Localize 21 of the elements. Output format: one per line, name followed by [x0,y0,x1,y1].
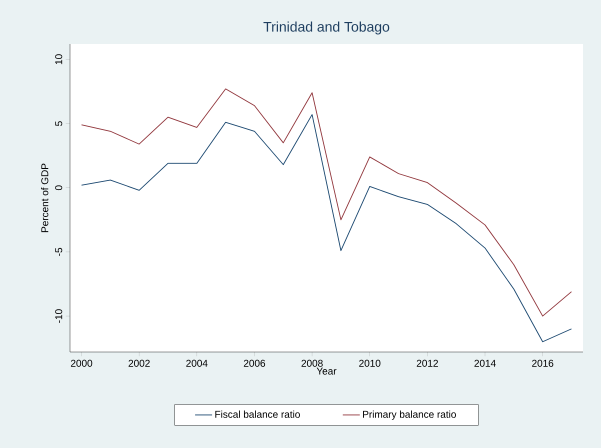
x-axis-title: Year [316,368,336,375]
y-tick-label: 0 [55,185,62,190]
y-tick-label: -5 [55,248,62,256]
legend-label: Fiscal balance ratio [215,410,300,418]
chart-title: Trinidad and Tobago [263,22,390,34]
x-tick-label: 2004 [186,360,208,367]
y-axis-title: Percent of GDP [41,164,48,232]
x-tick-label: 2010 [359,360,380,367]
x-tick-label: 2012 [416,360,438,367]
legend-label: Primary balance ratio [363,410,456,420]
x-tick-label: 2014 [474,360,496,367]
line-series [81,114,572,342]
x-tick-label: 2002 [128,360,150,367]
y-tick-label: -10 [55,309,62,323]
x-tick-label: 2008 [302,360,323,367]
y-tick-label: 5 [55,121,62,126]
line-series [81,88,572,317]
x-tick-label: 2006 [244,360,266,367]
y-tick-label: 10 [55,54,62,64]
x-tick-label: 2016 [532,360,554,367]
x-tick-label: 2000 [70,360,92,367]
